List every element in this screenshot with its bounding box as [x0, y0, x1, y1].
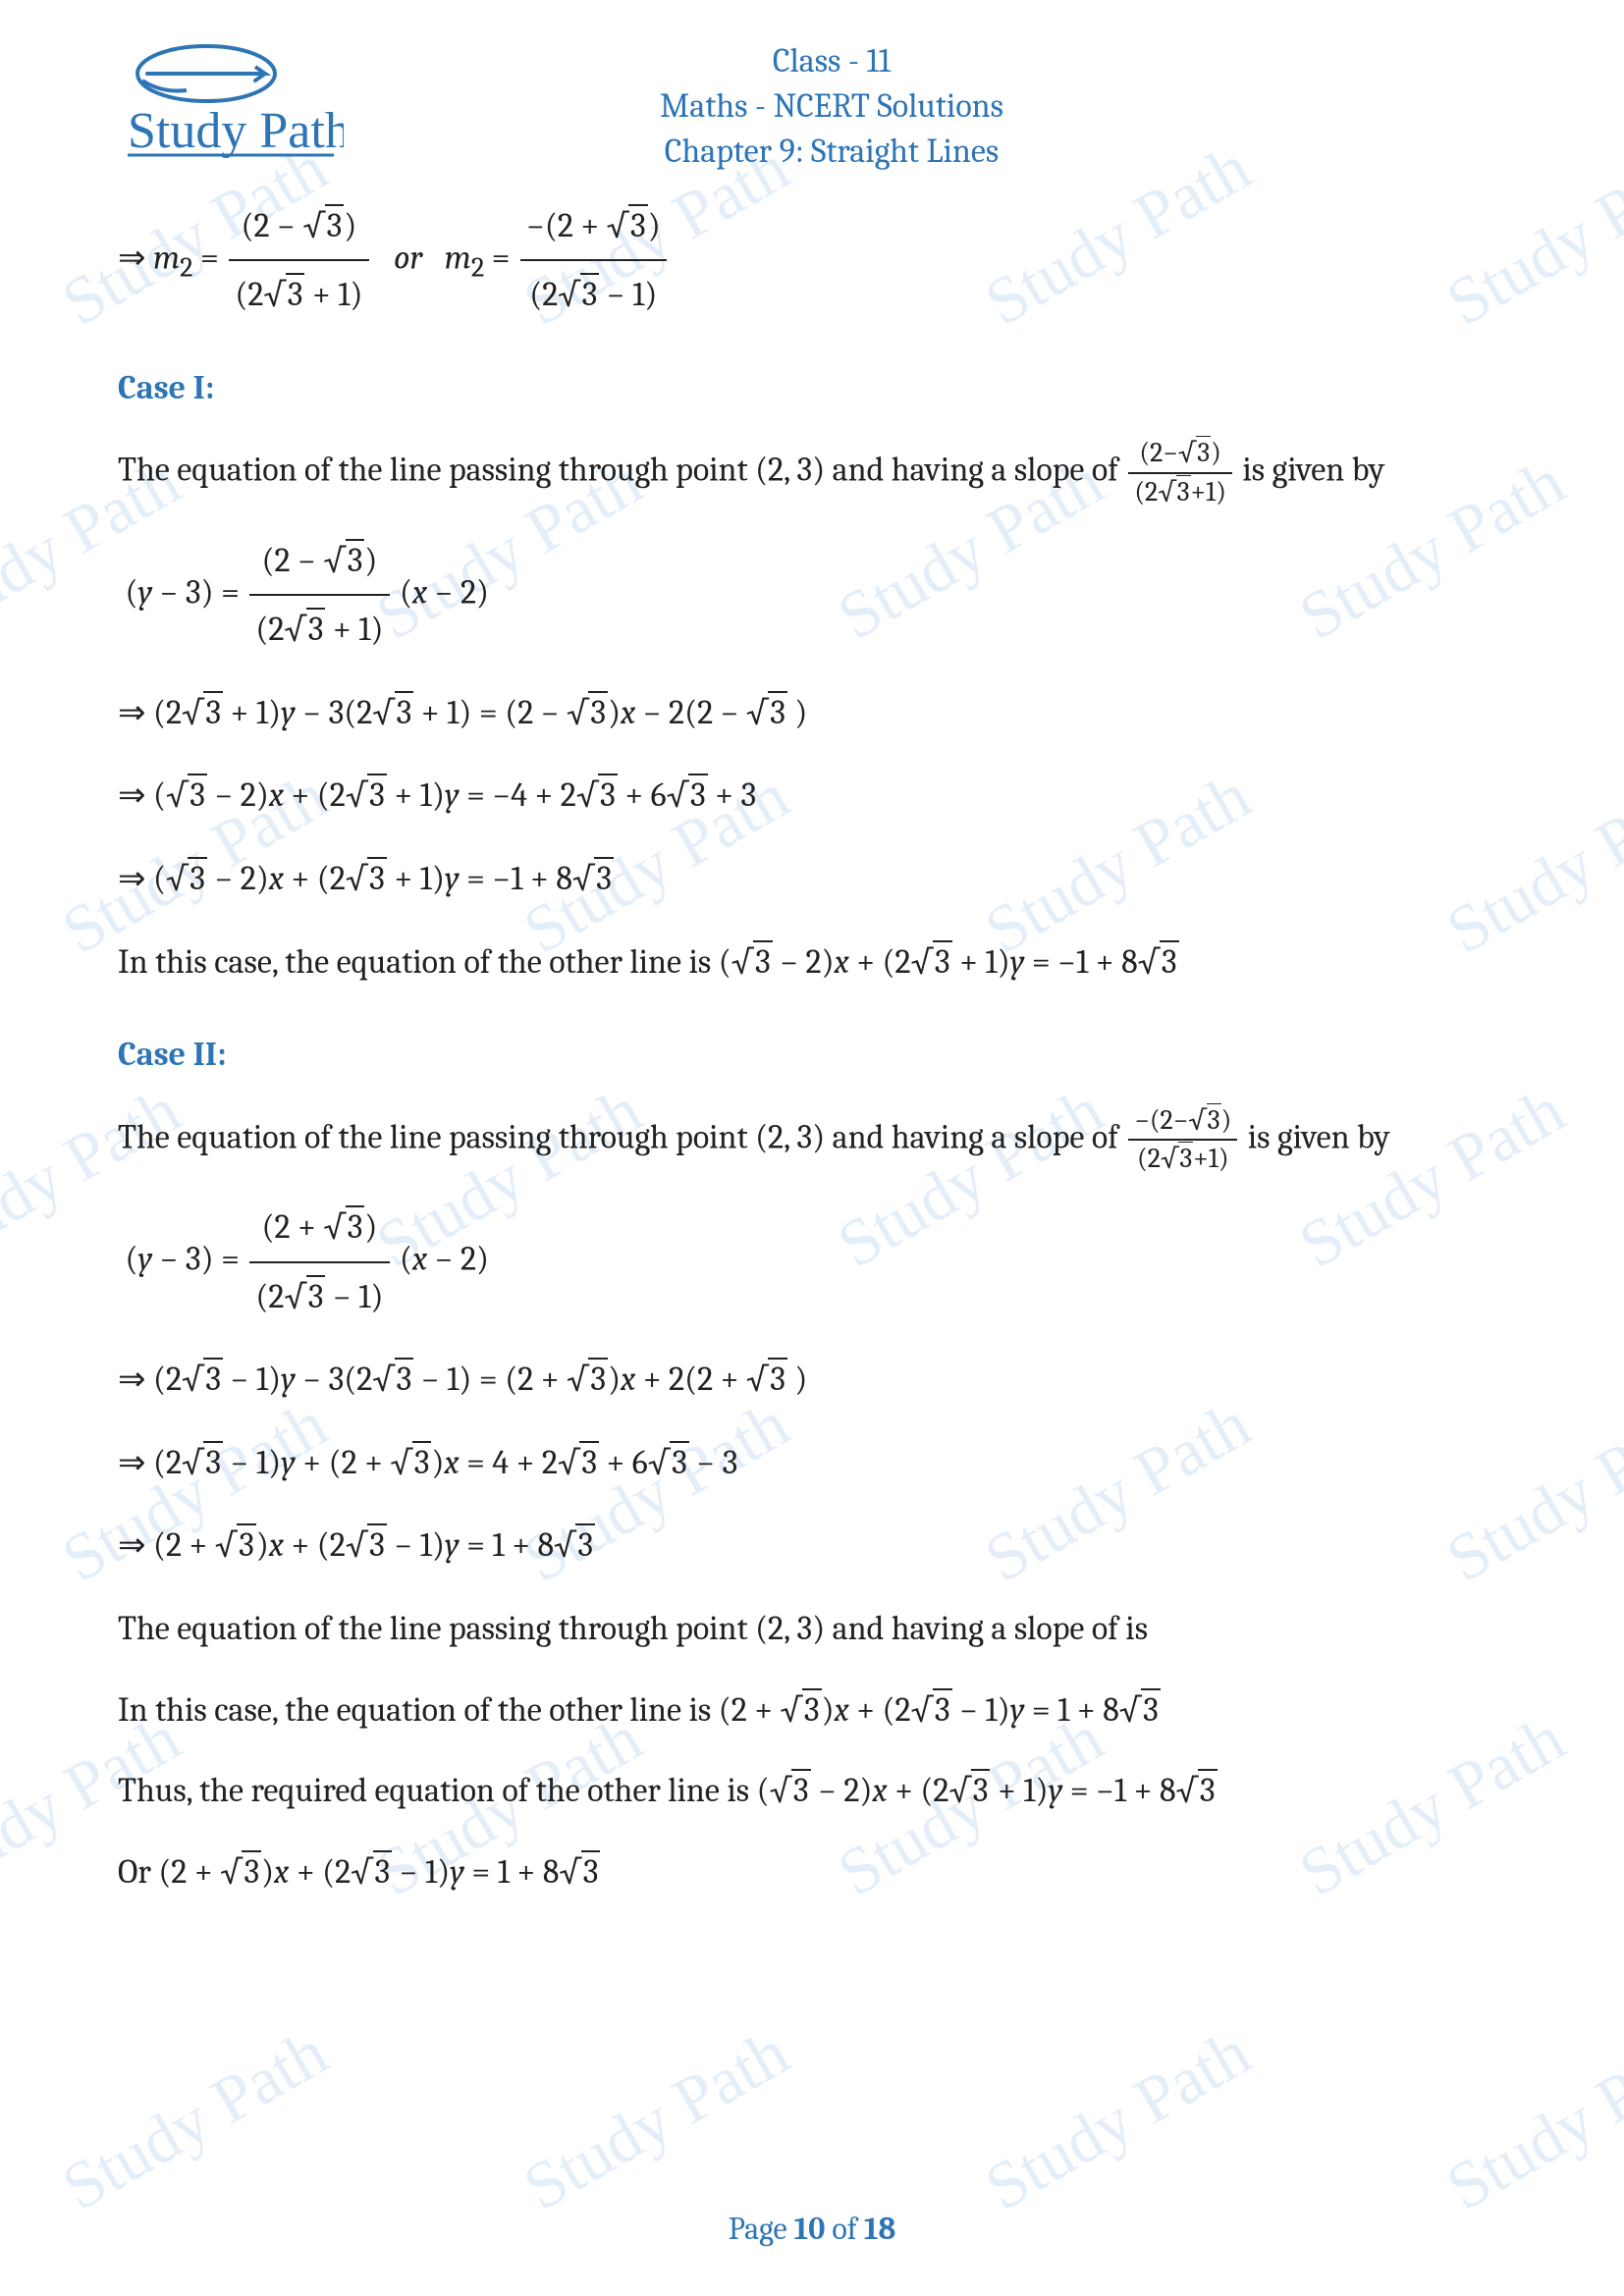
header-line3: Chapter 9: Straight Lines [157, 130, 1506, 175]
case1-heading: Case I: [118, 356, 1506, 420]
case2-conclusion3: Or (2 + √3)x + (2√3 − 1)y = 1 + 8√3 [118, 1841, 1506, 1904]
page-container: Study Path Class - 11 Maths - NCERT Solu… [0, 0, 1624, 1980]
case2-eq1: (y − 3) = (2 + √3)(2√3 − 1) (x − 2) [118, 1196, 1506, 1328]
case2-intro-mid: and having a slope of [825, 1117, 1125, 1156]
case2-intro-before: The equation of the line passing through… [118, 1117, 755, 1156]
header-text: Class - 11 Maths - NCERT Solutions Chapt… [157, 39, 1506, 175]
content: ⇒ m2 = (2 − √3)(2√3 + 1) or m2 = −(2 + √… [118, 194, 1506, 1904]
case2-conclusion1: In this case, the equation of the other … [118, 1679, 1506, 1742]
page-footer: Page 10 of 18 [0, 2211, 1624, 2247]
footer-prefix: Page [729, 2211, 794, 2247]
case2-conclusion2: Thus, the required equation of the other… [118, 1759, 1506, 1823]
footer-sep: of [825, 2211, 863, 2247]
case1-intro-after: is given by [1242, 451, 1384, 490]
case2-heading: Case II: [118, 1023, 1506, 1087]
case1-intro-mid: and having a slope of [825, 451, 1125, 490]
case2-intro-after: is given by [1248, 1117, 1390, 1156]
footer-current: 10 [794, 2211, 826, 2247]
header-line1: Class - 11 [157, 39, 1506, 84]
footer-total: 18 [864, 2211, 895, 2247]
case1-conclusion: In this case, the equation of the other … [118, 931, 1506, 994]
case2-eq3: ⇒ (2√3 − 1)y + (2 + √3)x = 4 + 2√3 + 6√3… [118, 1431, 1506, 1495]
case1-eq3: ⇒ (√3 − 2)x + (2√3 + 1)y = −4 + 2√3 + 6√… [118, 764, 1506, 828]
case1-intro-before: The equation of the line passing through… [118, 451, 755, 490]
case2-intro: The equation of the line passing through… [118, 1104, 1506, 1176]
intro-equation: ⇒ m2 = (2 − √3)(2√3 + 1) or m2 = −(2 + √… [118, 194, 1506, 327]
case2-eq4: ⇒ (2 + √3)x + (2√3 − 1)y = 1 + 8√3 [118, 1514, 1506, 1577]
page-header: Study Path Class - 11 Maths - NCERT Solu… [118, 39, 1506, 175]
case1-eq2: ⇒ (2√3 + 1)y − 3(2√3 + 1) = (2 − √3)x − … [118, 681, 1506, 745]
case2-line-extra: The equation of the line passing through… [118, 1597, 1506, 1661]
case1-eq1: (y − 3) = (2 − √3)(2√3 + 1) (x − 2) [118, 529, 1506, 662]
case2-eq2: ⇒ (2√3 − 1)y − 3(2√3 − 1) = (2 + √3)x + … [118, 1348, 1506, 1412]
header-line2: Maths - NCERT Solutions [157, 84, 1506, 130]
case1-eq4: ⇒ (√3 − 2)x + (2√3 + 1)y = −1 + 8√3 [118, 847, 1506, 911]
case1-intro: The equation of the line passing through… [118, 437, 1506, 508]
